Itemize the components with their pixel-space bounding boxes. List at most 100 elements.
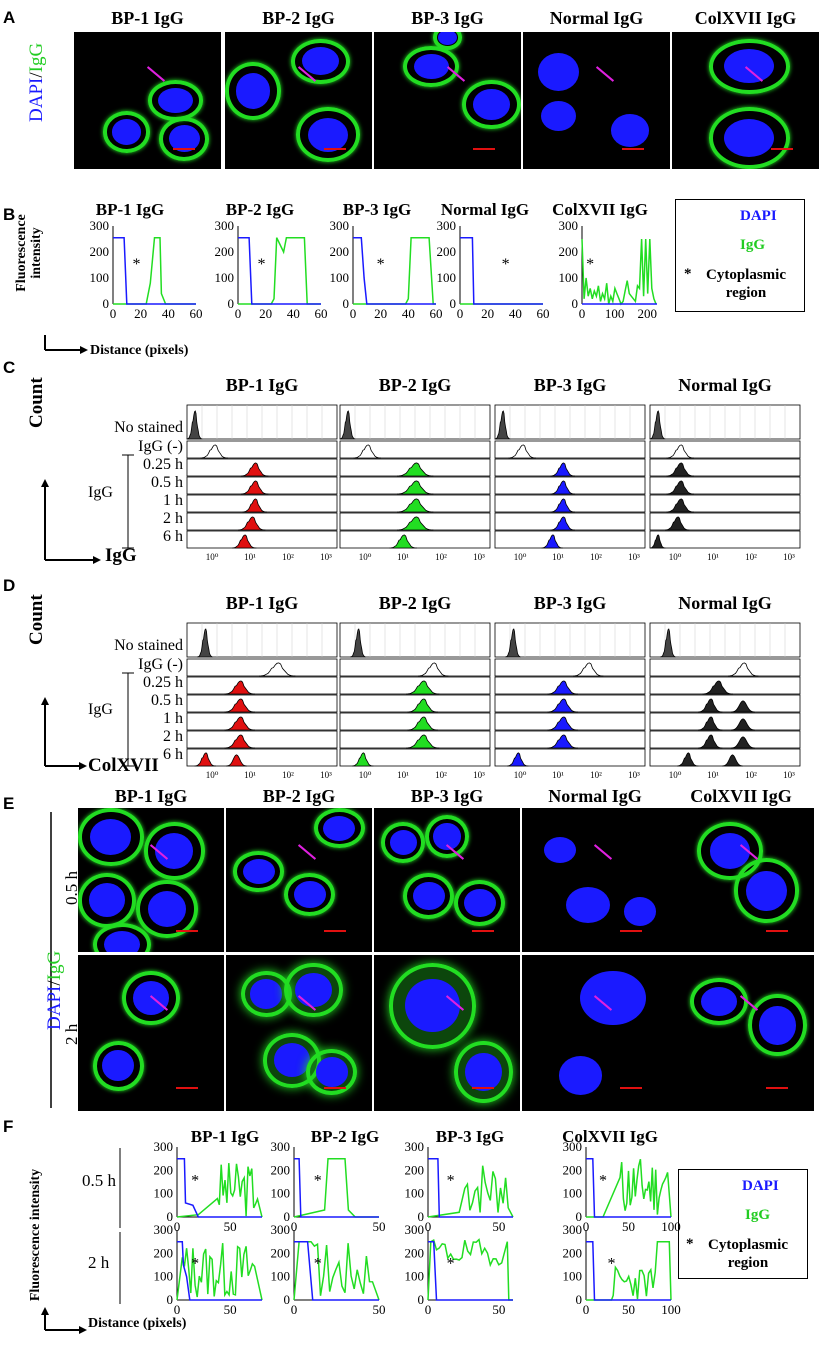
- nucleus: [103, 931, 140, 952]
- histogram-xtick: 10⁰: [206, 770, 219, 780]
- histogram-xtick: 10³: [320, 552, 332, 562]
- panel-d-ylabel: Count: [26, 594, 47, 645]
- nucleus: [465, 1052, 502, 1092]
- f03-ytick: 200: [563, 1162, 583, 1177]
- f13-ytick: 0: [576, 1292, 583, 1307]
- f10-ytick: 200: [154, 1245, 174, 1260]
- panel-label-e: E: [3, 794, 15, 813]
- plot-f-2h-2-xtick: 50: [492, 1302, 505, 1317]
- b0-ytick: 100: [90, 270, 110, 285]
- scale-bar: [175, 929, 198, 932]
- histogram-peak: [666, 498, 694, 513]
- plot-f-05h-1-dapi-line: [294, 1157, 379, 1218]
- b1-ytick: 300: [215, 218, 235, 233]
- nucleus: [323, 815, 355, 841]
- histogram-peak: [396, 480, 434, 495]
- plot-f-05h-2-xtick: 50: [492, 1219, 505, 1234]
- plot-b-3-xtick: 60: [537, 306, 550, 321]
- nucleus: [148, 890, 187, 927]
- arrowhead: [41, 697, 49, 705]
- panel-label-f: F: [3, 1117, 14, 1136]
- f00-ytick: 0: [167, 1209, 174, 1224]
- cell-membrane: [748, 994, 807, 1057]
- line-scan-marker: [298, 844, 317, 861]
- histogram-peak: [541, 534, 563, 549]
- panel-title-3: Normal IgG: [549, 8, 644, 28]
- histogram-peak: [649, 410, 666, 440]
- f01-ytick: 200: [271, 1162, 291, 1177]
- nucleus: [473, 89, 510, 120]
- panel-f-legend: [678, 1169, 808, 1279]
- scale-bar: [471, 929, 494, 932]
- histogram-row-label: IgG (-): [138, 656, 183, 673]
- histogram-peak: [697, 734, 723, 749]
- histogram-peak: [550, 480, 575, 495]
- histogram-frame: [494, 748, 646, 767]
- panel-title-b2: BP-3 IgG: [342, 200, 412, 219]
- histogram-peak: [242, 498, 267, 513]
- cell-membrane: [284, 962, 343, 1018]
- panel-label-c: C: [3, 358, 16, 377]
- b4-ytick: 200: [559, 244, 579, 259]
- plot-f-2h-3-xtick: 50: [622, 1302, 635, 1317]
- nucleus: [558, 1056, 603, 1096]
- b0-ytick: 300: [90, 218, 110, 233]
- micrograph-e-05h-2: [374, 808, 520, 952]
- histogram-frame: [186, 730, 338, 749]
- panel-title-e4: ColXVII IgG: [690, 786, 792, 806]
- plot-b-4-star: *: [586, 256, 594, 273]
- plot-f-2h-2-star: *: [447, 1256, 455, 1273]
- histogram-xtick: 10¹: [397, 770, 409, 780]
- f02-ytick: 100: [405, 1186, 425, 1201]
- histogram-xtick: 10²: [435, 552, 447, 562]
- histogram-row-label: No stained: [114, 637, 183, 654]
- histogram-frame: [494, 512, 646, 531]
- plot-f-2h-1-xtick: 50: [373, 1302, 386, 1317]
- plot-b-1-dapi-line: [238, 236, 321, 305]
- nucleus: [243, 858, 275, 884]
- plot-b-4-xtick: 200: [637, 306, 657, 321]
- f02-ytick: 200: [405, 1162, 425, 1177]
- histogram-peak: [494, 410, 511, 440]
- b1-ytick: 200: [215, 244, 235, 259]
- plot-b-3-xtick: 20: [481, 306, 494, 321]
- histogram-xtick: 10²: [282, 552, 294, 562]
- histogram-peak: [224, 716, 255, 731]
- histogram-xtick: 10³: [473, 770, 485, 780]
- f03-ytick: 0: [576, 1209, 583, 1224]
- nucleus: [709, 833, 751, 870]
- cell-membrane: [92, 923, 151, 952]
- plot-f-2h-3-igg-line: [586, 1240, 672, 1301]
- histogram-xtick: 10²: [745, 552, 757, 562]
- cell-membrane: [240, 970, 292, 1018]
- nucleus: [412, 881, 445, 911]
- histogram-peak: [547, 716, 578, 731]
- histogram-xtick: 10³: [783, 770, 795, 780]
- plot-b-1-xtick: 40: [287, 306, 300, 321]
- plot-f-05h-2-dapi-line: [428, 1157, 513, 1218]
- panel-title-h2: BP-3 IgG: [533, 593, 607, 613]
- histogram-peak-secondary: [730, 700, 756, 713]
- scale-bar: [619, 929, 642, 932]
- panel-title-e3: Normal IgG: [548, 786, 642, 806]
- arrowhead: [79, 762, 87, 770]
- scale-bar: [323, 929, 346, 932]
- histogram-row-label: 0.5 h: [151, 692, 183, 709]
- b3-ytick: 0: [450, 296, 457, 311]
- histogram-peak: [550, 516, 575, 531]
- cell-membrane: [284, 872, 336, 916]
- histogram-frame: [339, 658, 491, 677]
- nucleus: [611, 114, 650, 148]
- b0-ytick: 200: [90, 244, 110, 259]
- plot-f-05h-0-igg-line: [176, 1163, 263, 1218]
- plot-b-3-dapi-line: [460, 236, 543, 305]
- micrograph-e-2h-3: [522, 955, 668, 1111]
- plot-b-1-igg-line: [238, 236, 321, 305]
- b2-ytick: 0: [343, 296, 350, 311]
- cell-membrane: [291, 38, 350, 85]
- panel-title-b1: BP-2 IgG: [225, 200, 295, 219]
- plot-f-05h-0-xtick: 50: [224, 1219, 237, 1234]
- nucleus: [89, 883, 126, 918]
- histogram-frame: [186, 712, 338, 731]
- b3-ytick: 200: [437, 244, 457, 259]
